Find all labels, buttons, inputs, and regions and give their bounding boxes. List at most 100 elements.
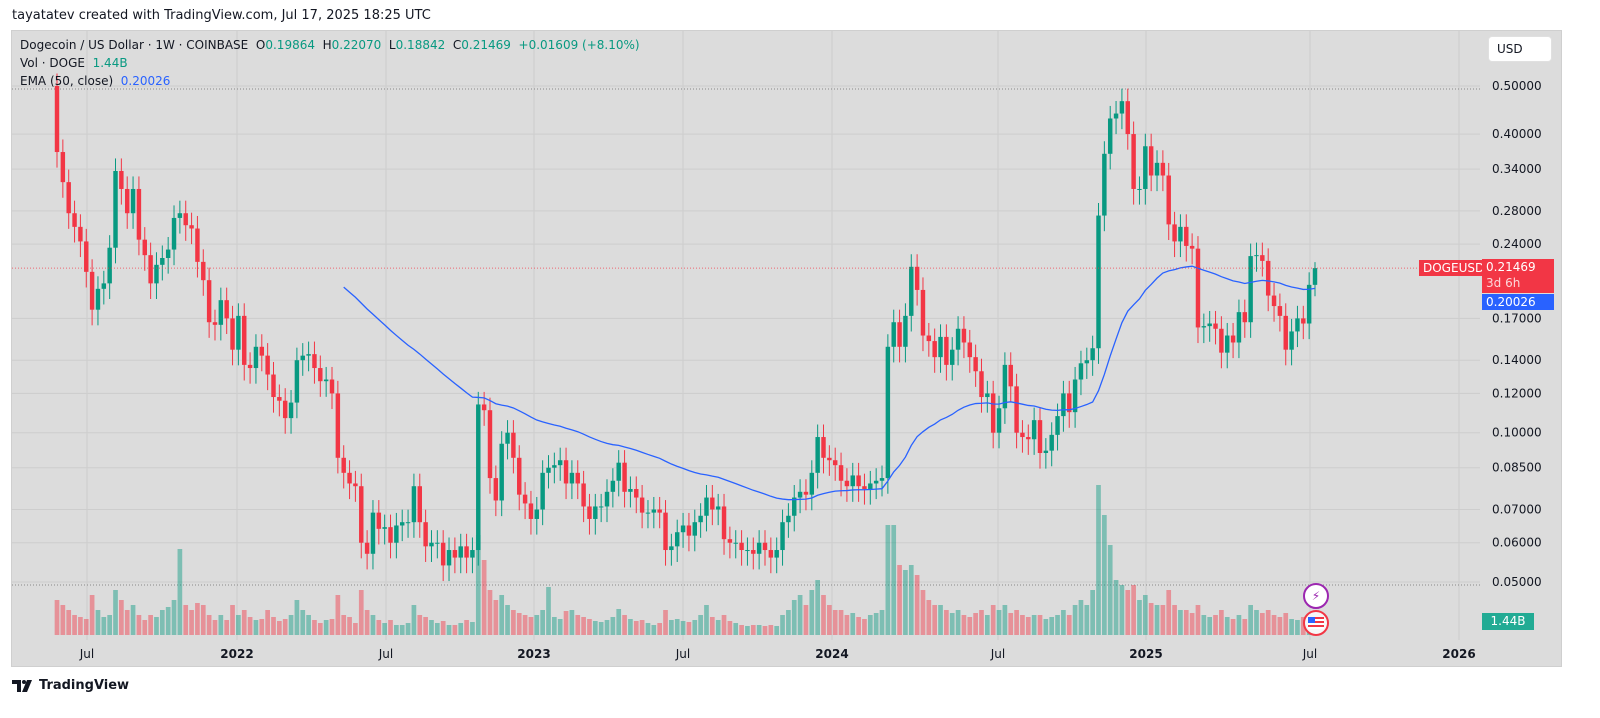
volume-bar: [1049, 617, 1055, 635]
candle-up: [540, 472, 545, 510]
volume-bar: [323, 620, 329, 635]
candle-up: [165, 249, 171, 259]
volume-bar: [663, 610, 668, 635]
candle-up: [950, 349, 955, 365]
candle-down: [72, 213, 77, 227]
candle-down: [768, 550, 774, 558]
volume-bar: [282, 619, 288, 635]
volume-bar: [1096, 485, 1101, 635]
volume-bar: [598, 622, 604, 635]
candle-up: [797, 491, 803, 498]
volume-bar: [920, 590, 926, 635]
candle-up: [236, 315, 241, 350]
volume-bar: [1213, 615, 1218, 635]
volume-bar: [552, 617, 557, 635]
candle-up: [405, 522, 411, 524]
candle-up: [610, 480, 616, 492]
candle-down: [66, 182, 71, 214]
candle-down: [1020, 432, 1025, 438]
candle-down: [481, 404, 487, 411]
volume-bar: [1066, 615, 1072, 635]
candle-up: [628, 488, 633, 492]
volume-legend[interactable]: Vol · DOGE 1.44B: [20, 56, 128, 70]
open-label: O: [255, 38, 266, 52]
candle-down: [663, 512, 668, 551]
us-flag-icon[interactable]: [1303, 610, 1329, 636]
candle-down: [581, 483, 586, 507]
y-axis-tick-label: 0.50000: [1492, 79, 1542, 93]
volume-bar: [973, 613, 978, 635]
volume-bar: [189, 610, 194, 635]
chart-panel[interactable]: [11, 30, 1562, 667]
volume-bar: [72, 615, 77, 635]
candle-down: [979, 371, 984, 398]
candle-down: [259, 346, 265, 356]
volume-bar: [809, 590, 815, 635]
candle-down: [201, 261, 206, 281]
candle-down: [575, 472, 580, 484]
candle-down: [329, 379, 335, 394]
ema-legend[interactable]: EMA (50, close) 0.20026: [20, 74, 170, 88]
candle-down: [1067, 393, 1072, 413]
volume-bar: [440, 621, 446, 635]
volume-bar: [674, 619, 680, 635]
candle-up: [1306, 284, 1312, 324]
candle-down: [493, 478, 499, 501]
volume-bar: [832, 610, 838, 635]
candle-up: [499, 443, 504, 501]
candle-up: [792, 497, 797, 516]
volume-bar: [1283, 613, 1289, 635]
candle-down: [511, 432, 516, 458]
candle-down: [183, 213, 188, 226]
volume-bar: [862, 619, 867, 635]
high-value: 0.22070: [331, 38, 382, 52]
candle-up: [1043, 450, 1049, 454]
volume-bar: [1271, 615, 1277, 635]
candle-down: [686, 525, 692, 536]
candle-up: [873, 480, 879, 484]
volume-bar: [932, 605, 938, 635]
candle-down: [54, 86, 60, 153]
candle-up: [1031, 420, 1037, 440]
volume-bar: [727, 621, 733, 635]
volume-bar: [470, 622, 475, 635]
candle-up: [177, 213, 183, 218]
tradingview-footer[interactable]: TradingView: [12, 678, 129, 693]
candle-down: [265, 355, 270, 375]
volume-bar: [288, 615, 294, 635]
candle-up: [429, 542, 434, 547]
volume-bar: [253, 620, 259, 635]
candle-up: [382, 527, 387, 529]
currency-button[interactable]: USD: [1488, 36, 1552, 62]
candle-down: [440, 542, 446, 566]
volume-bar: [212, 620, 218, 635]
volume-bar: [1295, 620, 1300, 635]
volume-bar: [294, 600, 300, 635]
candle-up: [698, 515, 703, 523]
candle-up: [470, 550, 475, 558]
candle-up: [756, 542, 762, 554]
candle-down: [423, 522, 428, 547]
candle-down: [124, 188, 130, 214]
candle-up: [1113, 113, 1119, 119]
volume-bar: [1289, 619, 1294, 635]
candle-down: [277, 397, 282, 401]
volume-bar: [581, 617, 586, 635]
candle-up: [253, 346, 259, 369]
candle-up: [546, 467, 551, 473]
volume-bar: [206, 615, 212, 635]
volume-bar: [89, 595, 95, 635]
volume-bar: [1002, 605, 1008, 635]
volume-bar: [1014, 610, 1019, 635]
candle-down: [335, 393, 341, 458]
volume-bar: [534, 615, 540, 635]
candle-down: [657, 509, 662, 513]
volume-bar: [1084, 605, 1090, 635]
candle-down: [224, 300, 229, 319]
candle-down: [318, 368, 323, 382]
volume-bar: [154, 617, 159, 635]
lightning-icon[interactable]: ⚡: [1303, 583, 1329, 609]
volume-bar: [715, 620, 721, 635]
volume-bar: [200, 605, 206, 635]
